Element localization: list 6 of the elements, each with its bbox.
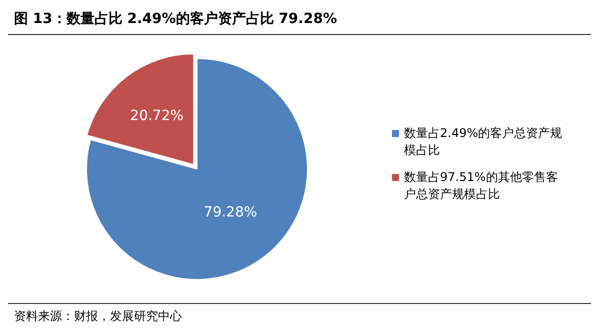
- legend-label: 数量占97.51%的其他零售客户总资产规模占比: [404, 169, 559, 203]
- text: 资料来源：财报，发展研究中心: [14, 308, 183, 325]
- data-label: 79.28%: [204, 204, 258, 221]
- legend-label: 数量占2.49%的客户总资产规模占比: [404, 125, 564, 159]
- data-label: 20.72%: [130, 108, 184, 124]
- chart-title: 图 13：数量占比 2.49%的客户资产占比 79.28%: [8, 8, 591, 35]
